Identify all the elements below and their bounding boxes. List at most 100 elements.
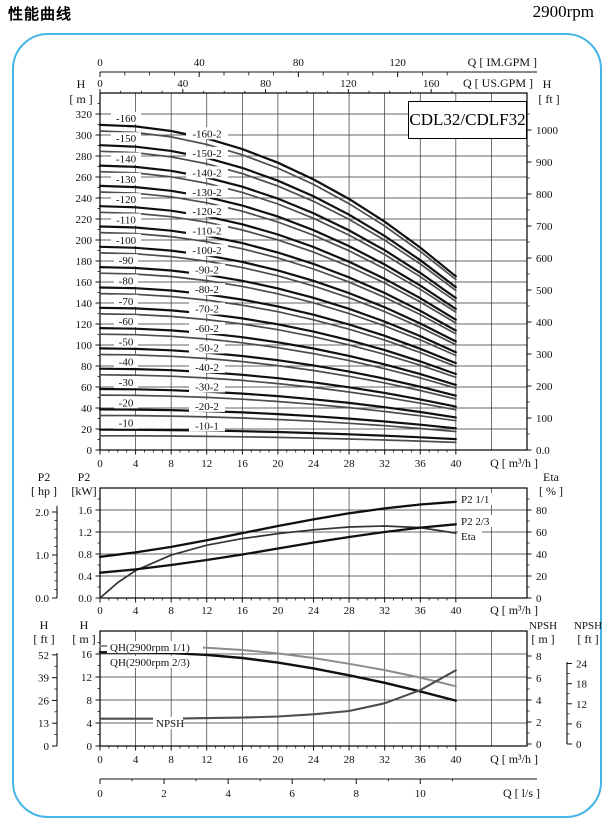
curve-label-bg [111,132,141,145]
us-gpm-tick-label: 160 [423,78,440,90]
h-m-tick-label: 220 [76,214,93,226]
h-m-tick-label: 0 [87,741,93,753]
curve-label-bg [114,315,138,328]
h-ft-tick-label: 400 [536,317,553,329]
curve-label-bg [189,322,225,335]
npsh-m-axis-unit: [ m ] [531,632,554,646]
hp-axis-name: P2 [38,470,51,484]
x-tick-label: 0 [97,754,103,766]
curve-label--90: -90 [119,255,134,267]
curve--20-2 [99,414,457,433]
h-m-tick-label: 0 [87,445,93,457]
npsh-ft-tick-label: 18 [576,679,588,691]
h-ft-tick-label: 0 [44,741,50,753]
h-ft-tick-label: 26 [38,695,50,707]
x-tick-label: 16 [237,605,249,617]
curve-label--130: -130 [116,174,137,186]
curve-label-bg [458,515,500,527]
eta-tick-label: 80 [536,505,548,517]
curve-label-bg [186,166,228,179]
h-ft-tick-label: 39 [38,673,50,685]
eta-axis-name: Eta [543,470,560,484]
curve--110-2 [99,231,457,335]
x-tick-label: 36 [415,754,427,766]
curve-label--10-1: -10-1 [195,420,219,432]
kw-axis-unit: [kW] [71,484,96,498]
h-ft-tick-label: 800 [536,189,553,201]
x-tick-label: 36 [415,605,427,617]
kw-tick-label: 1.2 [78,527,92,539]
curve--150-2 [99,150,457,292]
curve-label-bg [111,172,141,185]
curve-label--100-2: -100-2 [192,245,221,257]
us-gpm-unit: Q [ US.GPM ] [463,76,533,90]
curve-label-bg [458,493,500,505]
im-gpm-tick-label: 120 [389,57,406,69]
h-m-tick-label: 60 [81,382,93,394]
curve-label-bg [114,396,138,409]
curve--70-2 [99,313,457,379]
curve-label-bg [189,341,225,354]
curve--120 [98,205,457,321]
h-m-tick-label: 4 [87,718,93,730]
h-ft-axis-name: H [543,77,552,91]
curve--50 [98,347,457,397]
curve--80 [98,286,457,365]
curve-label-bg [111,193,141,206]
x-tick-label: 16 [237,458,249,470]
h-m-tick-label: 40 [81,403,93,415]
curve--120-2 [99,211,457,324]
curve-label--70-2: -70-2 [195,304,219,316]
curve-label--10: -10 [119,418,134,430]
label-npsh: NPSH [156,718,184,730]
h-ft-tick-label: 500 [536,285,553,297]
h-m-tick-label: 100 [76,340,93,352]
curve-label-bg [458,530,482,542]
curve-label-bg [189,380,225,393]
curve--100 [98,245,457,343]
curve-label-bg [111,233,141,246]
h-ft-tick-label: 600 [536,253,553,265]
x-tick-label: 0 [97,605,103,617]
h-ft-axis-name: H [40,618,49,632]
npsh-ft-tick-label: 12 [576,699,587,711]
curve-label-bg [114,416,138,429]
model-box: CDL32/CDLF32 [408,101,527,139]
h-ft-axis-unit: [ ft ] [538,92,559,106]
h-m-tick-label: 260 [76,172,93,184]
hp-axis-unit: [ hp ] [31,484,57,498]
curve-label--140: -140 [116,154,137,166]
h-m-tick-label: 200 [76,235,93,247]
curve--10 [98,428,457,441]
power-efficiency-chart: 0.00.40.81.21.6P2[kW]0.01.02.0P2[ hp ]02… [31,470,563,617]
h-m-tick-label: 160 [76,277,93,289]
curve--110 [98,225,457,332]
label-p2-2-3: P2 2/3 [461,516,490,528]
curve-label--60: -60 [119,316,134,328]
h-m-tick-label: 140 [76,298,93,310]
ls-tick-label: 4 [225,788,231,800]
x-tick-label: 4 [133,605,139,617]
kw-tick-label: 0.0 [78,593,92,605]
h-m-tick-label: 320 [76,109,93,121]
x-axis-unit: Q [ m³/h ] [490,456,538,470]
curve-label--50-2: -50-2 [195,343,219,355]
kw-tick-label: 0.4 [78,571,92,583]
curve-label-bg [111,152,141,165]
h-m-axis-unit: [ m ] [69,92,92,106]
curve-label-bg [189,263,225,276]
hp-tick-label: 2.0 [35,507,49,519]
curve--10-1 [99,434,457,444]
curve-label-bg [189,302,225,315]
npsh-m-axis-name: NPSH [529,620,557,632]
curve-label--100: -100 [116,235,137,247]
curve-label--30-2: -30-2 [195,381,219,393]
h-m-tick-label: 240 [76,193,93,205]
x-tick-label: 4 [133,754,139,766]
curve-label--20: -20 [119,397,134,409]
curve--60 [98,327,457,386]
curve-label--120-2: -120-2 [192,206,221,218]
x-tick-label: 28 [344,605,356,617]
